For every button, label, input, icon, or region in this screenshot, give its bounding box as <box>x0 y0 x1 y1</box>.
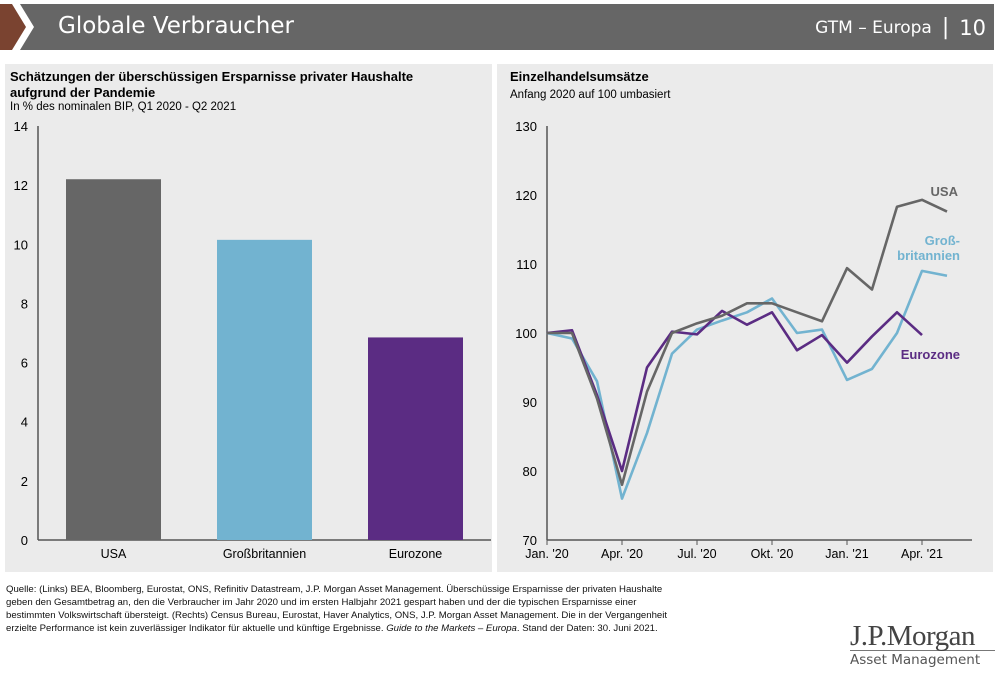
series-label: britannien <box>897 248 960 263</box>
series-line-großbritannien <box>546 269 948 500</box>
x-tick-label: Eurozone <box>389 547 443 561</box>
footnote-line: erzielte Performance ist kein zuverlässi… <box>6 622 806 635</box>
footnote-text: . Stand der Daten: 30. Juni 2021. <box>516 623 658 634</box>
footnote: Quelle: (Links) BEA, Bloomberg, Eurostat… <box>6 583 806 635</box>
y-tick-label: 10 <box>14 237 28 252</box>
y-tick-label: 4 <box>21 415 28 430</box>
bar-eurozone <box>368 337 463 540</box>
y-tick-label: 100 <box>515 326 537 341</box>
left-chart-subtitle: In % des nominalen BIP, Q1 2020 - Q2 202… <box>10 101 237 113</box>
y-tick-label: 14 <box>14 119 28 134</box>
x-tick-label: Großbritannien <box>223 547 306 561</box>
header: Globale Verbraucher GTM – Europa | 10 <box>0 4 1000 50</box>
bar-usa <box>66 179 161 540</box>
logo-sub: Asset Management <box>850 650 995 668</box>
series-label: USA <box>931 184 959 199</box>
x-tick-label: Jan. '20 <box>525 547 568 561</box>
x-tick-label: Apr. '21 <box>901 547 943 561</box>
right-chart-subtitle: Anfang 2020 auf 100 umbasiert <box>510 89 671 101</box>
footnote-line: geben den Gesamtbetrag an, den die Verbr… <box>6 597 637 608</box>
left-chart-title: Schätzungen der überschüssigen Ersparnis… <box>10 69 413 101</box>
series-line-usa <box>547 198 948 487</box>
x-tick-label: Apr. '20 <box>601 547 643 561</box>
separator: | <box>941 15 950 40</box>
x-tick-label: Jan. '21 <box>825 547 868 561</box>
header-bar <box>20 4 994 50</box>
footnote-line: Quelle: (Links) BEA, Bloomberg, Eurostat… <box>6 584 663 595</box>
x-tick-label: Jul. '20 <box>677 547 716 561</box>
right-chart-panel <box>497 64 993 572</box>
right-chart-title: Einzelhandelsumsätze <box>510 69 649 84</box>
y-tick-label: 0 <box>21 533 28 548</box>
footnote-italic: Guide to the Markets – Europa <box>386 623 517 634</box>
section-label: GTM – Europa <box>815 17 932 38</box>
y-tick-label: 6 <box>21 356 28 371</box>
left-title-line: Schätzungen der überschüssigen Ersparnis… <box>10 69 414 84</box>
header-meta: GTM – Europa | 10 <box>815 15 986 40</box>
footnote-text: erzielte Performance ist kein zuverlässi… <box>6 623 387 634</box>
logo-name: J.P.Morgan <box>850 620 976 652</box>
bar-großbritannien <box>217 239 312 540</box>
page-number: 10 <box>959 15 986 40</box>
y-tick-label: 80 <box>523 464 537 479</box>
y-tick-label: 12 <box>14 178 28 193</box>
chevron-logo-icon <box>0 4 26 50</box>
y-tick-label: 8 <box>21 296 28 311</box>
series-line-eurozone <box>546 309 923 473</box>
y-tick-label: 2 <box>21 474 28 489</box>
series-label: Eurozone <box>901 347 960 362</box>
x-tick-label: Okt. '20 <box>751 547 794 561</box>
y-tick-label: 110 <box>516 257 537 272</box>
y-tick-label: 70 <box>523 533 537 548</box>
y-tick-label: 120 <box>515 188 537 203</box>
y-tick-label: 90 <box>523 395 537 410</box>
footnote-line: bestimmten Volkswirtschaft übersteigt. (… <box>6 610 668 621</box>
x-tick-label: USA <box>101 547 127 561</box>
y-tick-label: 130 <box>515 119 537 134</box>
jpmorgan-logo: J.P.Morgan Asset Management <box>850 622 995 668</box>
page-title: Globale Verbraucher <box>58 13 294 39</box>
series-label: Groß- <box>925 233 960 248</box>
left-title-line: aufgrund der Pandemie <box>10 85 156 100</box>
